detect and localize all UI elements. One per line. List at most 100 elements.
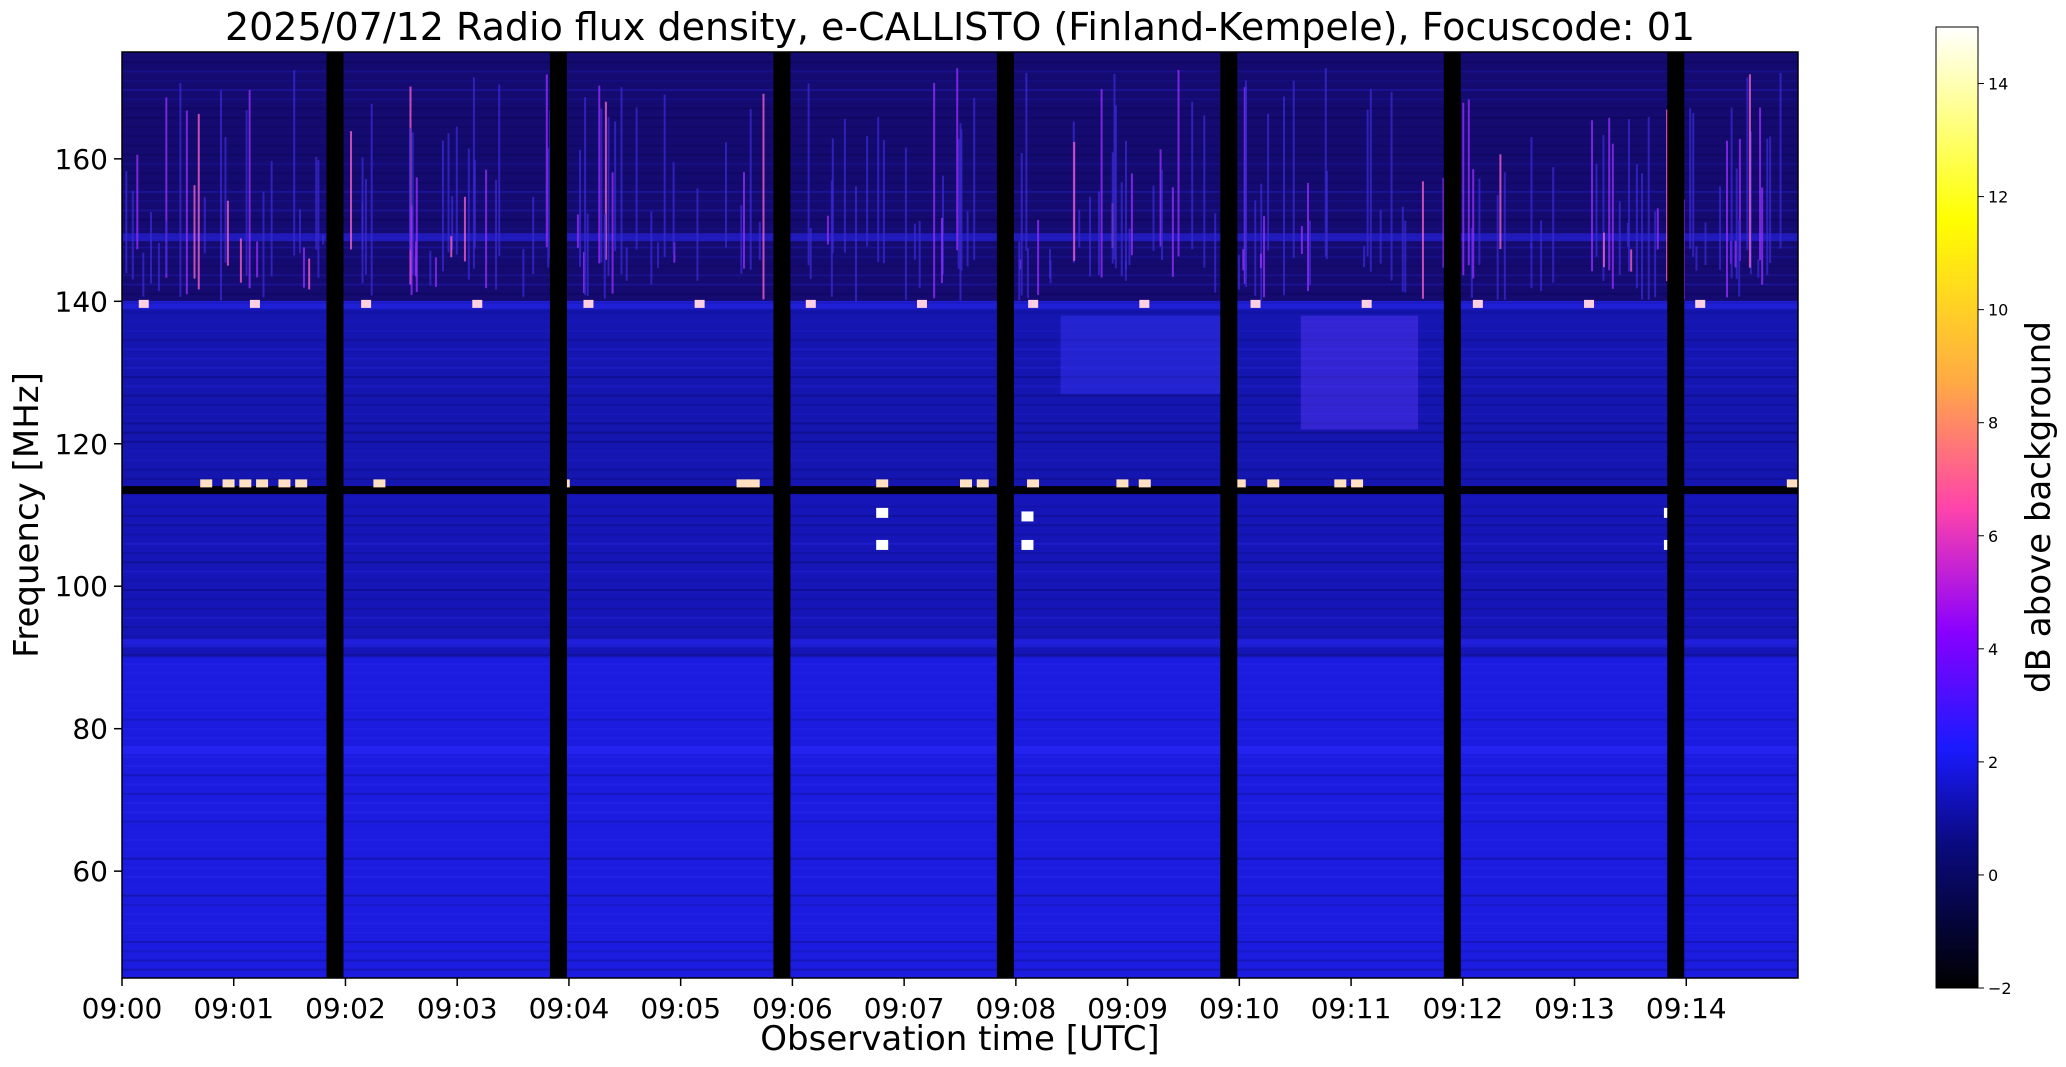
burst-streak: [1757, 259, 1760, 278]
striation: [122, 802, 1798, 805]
striation: [122, 79, 1798, 82]
burst-streak: [1037, 219, 1040, 295]
striation: [122, 533, 1798, 536]
burst-streak: [467, 148, 470, 280]
striation: [122, 589, 1798, 592]
burst-streak: [1626, 222, 1629, 247]
burst-streak: [1237, 255, 1240, 290]
burst-streak: [1618, 201, 1621, 276]
burst-streak: [226, 200, 229, 266]
striation: [122, 413, 1798, 416]
rfi-dot: [278, 479, 291, 488]
burst-streak: [1404, 220, 1407, 293]
burst-streak: [957, 138, 960, 269]
rfi-dot: [876, 539, 889, 550]
x-tick-label: 09:02: [305, 992, 386, 1025]
burst-streak: [742, 172, 745, 269]
striation: [122, 626, 1798, 629]
burst-streak: [843, 118, 846, 253]
burst-streak: [1692, 112, 1695, 257]
burst-streak: [1130, 173, 1133, 256]
burst-streak: [1124, 260, 1127, 281]
x-tick-label: 09:12: [1422, 992, 1503, 1025]
burst-streak: [498, 84, 501, 256]
burst-streak: [131, 190, 134, 280]
rfi-dot: [1695, 299, 1706, 308]
y-axis: 60 80 100 120 140 160: [55, 143, 122, 888]
burst-streak: [262, 191, 265, 298]
burst-streak: [1647, 117, 1650, 300]
burst-streak: [370, 103, 373, 296]
striation: [122, 98, 1798, 101]
striation: [122, 570, 1798, 573]
burst-streak: [1300, 226, 1303, 255]
burst-streak: [1111, 152, 1114, 264]
burst-streak: [150, 211, 153, 284]
burst-streak: [941, 175, 944, 275]
rfi-dot: [222, 479, 235, 488]
colorbar: −2 0 2 4 6 8 10 12 14 dB above background: [1935, 26, 2059, 998]
bright-region: [1300, 315, 1419, 430]
burst-streak: [1113, 73, 1116, 260]
burst-streak: [256, 241, 259, 278]
data-gap: [996, 52, 1014, 978]
striation: [122, 635, 1798, 638]
x-tick-label: 09:09: [1087, 992, 1168, 1025]
interference-band: [122, 746, 1798, 755]
burst-streak: [918, 220, 921, 288]
burst-streak: [1048, 248, 1051, 279]
burst-streak: [239, 238, 242, 283]
rfi-dot: [295, 479, 308, 488]
burst-streak: [1152, 185, 1155, 251]
striation: [122, 931, 1798, 934]
burst-streak: [866, 136, 869, 247]
colorbar-tick-label: 14: [1988, 75, 2008, 94]
burst-streak: [973, 97, 976, 260]
burst-streak: [826, 215, 829, 245]
burst-streak: [1292, 80, 1295, 258]
striation: [122, 709, 1798, 712]
interference-band: [122, 300, 1798, 309]
striation: [122, 459, 1798, 462]
burst-streak: [579, 149, 582, 267]
striation: [122, 727, 1798, 730]
striation: [122, 737, 1798, 740]
burst-streak: [1602, 232, 1605, 268]
burst-streak: [1020, 153, 1023, 296]
y-tick-label: 140: [55, 285, 108, 318]
data-gap: [773, 52, 791, 978]
rfi-dot: [1139, 299, 1150, 308]
low-band: [122, 657, 1798, 978]
striation: [122, 755, 1798, 758]
burst-streak: [913, 223, 916, 260]
burst-streak: [663, 94, 666, 258]
striation: [122, 792, 1798, 795]
burst-streak: [224, 136, 227, 263]
striation: [122, 329, 1798, 332]
burst-streak: [293, 70, 296, 256]
striation: [122, 783, 1798, 786]
burst-streak: [1730, 107, 1733, 279]
colorbar-tick-label: 0: [1988, 866, 1998, 885]
x-tick-label: 09:11: [1311, 992, 1392, 1025]
rfi-dot: [1116, 479, 1129, 488]
burst-streak: [322, 235, 325, 245]
burst-streak: [1026, 248, 1029, 299]
striation: [122, 820, 1798, 823]
rfi-dot: [1361, 299, 1372, 308]
rfi-dot: [1027, 479, 1040, 488]
interference-band: [122, 639, 1798, 648]
burst-streak: [472, 77, 475, 269]
burst-streak: [455, 126, 458, 255]
burst-streak: [696, 188, 699, 281]
burst-streak: [1073, 141, 1076, 261]
striation: [122, 672, 1798, 675]
burst-streak: [522, 248, 525, 297]
striation: [122, 922, 1798, 925]
burst-streak: [1242, 249, 1245, 271]
striation: [122, 339, 1798, 342]
striation: [122, 61, 1798, 64]
x-axis-label: Observation time [UTC]: [760, 1019, 1159, 1059]
burst-streak: [165, 221, 168, 274]
